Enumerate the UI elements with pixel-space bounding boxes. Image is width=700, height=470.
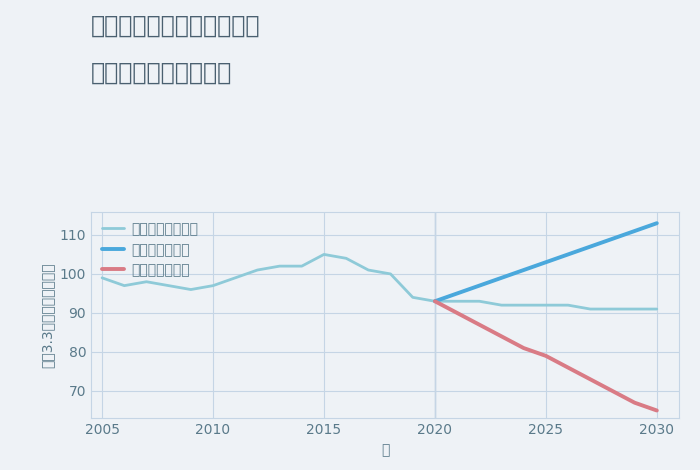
バッドシナリオ	[564, 365, 573, 370]
Line: バッドシナリオ: バッドシナリオ	[435, 301, 657, 410]
バッドシナリオ	[497, 334, 505, 339]
バッドシナリオ	[586, 376, 594, 382]
Text: 千葉県市原市うるいど南の: 千葉県市原市うるいど南の	[91, 14, 260, 38]
バッドシナリオ	[519, 345, 528, 351]
ノーマルシナリオ	[542, 302, 550, 308]
Text: 中古戸建ての価格推移: 中古戸建ての価格推移	[91, 61, 232, 85]
グッドシナリオ	[586, 244, 594, 250]
ノーマルシナリオ	[320, 251, 328, 257]
バッドシナリオ	[430, 298, 439, 304]
ノーマルシナリオ	[187, 287, 195, 292]
ノーマルシナリオ	[430, 298, 439, 304]
ノーマルシナリオ	[342, 256, 351, 261]
ノーマルシナリオ	[120, 283, 129, 289]
バッドシナリオ	[542, 353, 550, 359]
ノーマルシナリオ	[586, 306, 594, 312]
バッドシナリオ	[652, 407, 661, 413]
グッドシナリオ	[497, 275, 505, 281]
グッドシナリオ	[652, 220, 661, 226]
ノーマルシナリオ	[453, 298, 461, 304]
グッドシナリオ	[564, 251, 573, 257]
X-axis label: 年: 年	[381, 443, 389, 457]
グッドシナリオ	[430, 298, 439, 304]
グッドシナリオ	[608, 236, 617, 242]
ノーマルシナリオ	[164, 283, 173, 289]
ノーマルシナリオ	[253, 267, 262, 273]
グッドシナリオ	[453, 290, 461, 296]
バッドシナリオ	[608, 388, 617, 394]
ノーマルシナリオ	[564, 302, 573, 308]
Y-axis label: 坪（3.3㎡）単価（万円）: 坪（3.3㎡）単価（万円）	[40, 262, 54, 368]
グッドシナリオ	[519, 267, 528, 273]
バッドシナリオ	[475, 322, 484, 328]
グッドシナリオ	[475, 283, 484, 289]
ノーマルシナリオ	[497, 302, 505, 308]
Line: ノーマルシナリオ: ノーマルシナリオ	[102, 254, 657, 309]
ノーマルシナリオ	[631, 306, 639, 312]
Legend: ノーマルシナリオ, グッドシナリオ, バッドシナリオ: ノーマルシナリオ, グッドシナリオ, バッドシナリオ	[98, 219, 202, 281]
ノーマルシナリオ	[519, 302, 528, 308]
ノーマルシナリオ	[364, 267, 372, 273]
ノーマルシナリオ	[275, 263, 284, 269]
バッドシナリオ	[453, 310, 461, 316]
ノーマルシナリオ	[142, 279, 150, 284]
ノーマルシナリオ	[298, 263, 306, 269]
ノーマルシナリオ	[608, 306, 617, 312]
ノーマルシナリオ	[231, 275, 239, 281]
Line: グッドシナリオ: グッドシナリオ	[435, 223, 657, 301]
グッドシナリオ	[631, 228, 639, 234]
バッドシナリオ	[631, 400, 639, 406]
ノーマルシナリオ	[652, 306, 661, 312]
グッドシナリオ	[542, 259, 550, 265]
ノーマルシナリオ	[386, 271, 395, 277]
ノーマルシナリオ	[409, 295, 417, 300]
ノーマルシナリオ	[98, 275, 106, 281]
ノーマルシナリオ	[475, 298, 484, 304]
ノーマルシナリオ	[209, 283, 217, 289]
